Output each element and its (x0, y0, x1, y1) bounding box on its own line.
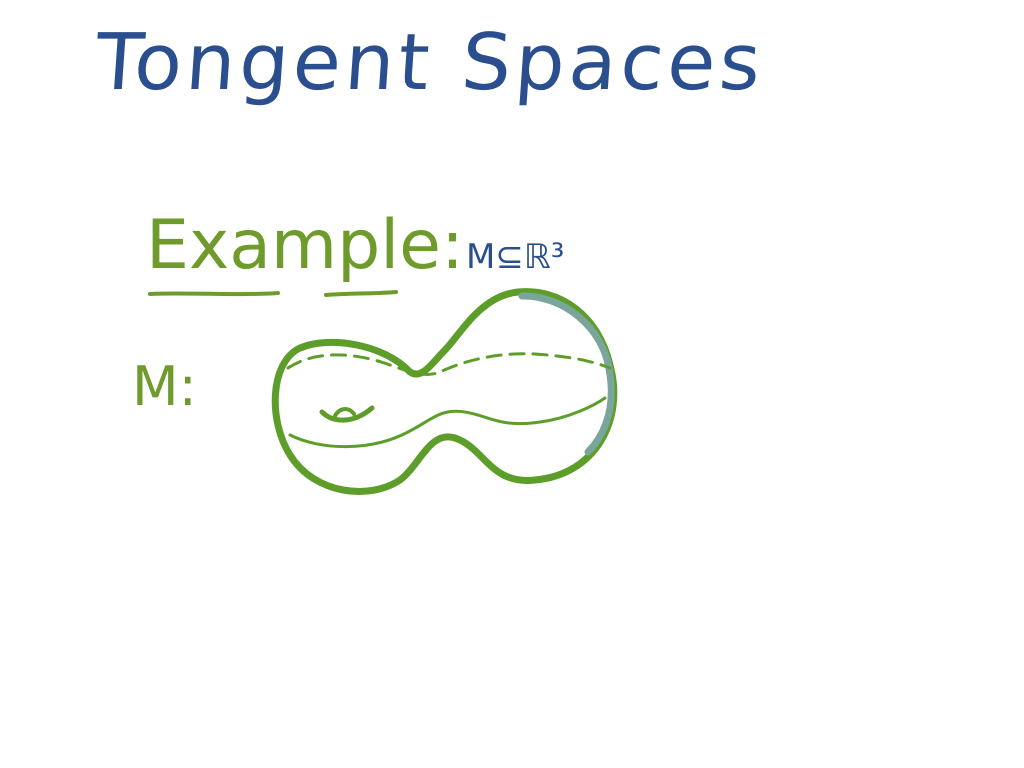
surface-shading (518, 292, 615, 456)
example-heading: Example: (146, 206, 464, 285)
double-torus-surface-icon (271, 288, 618, 495)
page-title: Tongent Spaces (92, 18, 768, 108)
surface-outline (271, 288, 618, 495)
manifold-label: M: (132, 355, 197, 418)
surface-hole (319, 405, 375, 423)
manifold-subset-note: M⊆ℝ³ (466, 237, 565, 277)
surface-front-curve (288, 396, 607, 449)
surface-back-curve (286, 352, 612, 376)
example-underline (148, 290, 398, 297)
